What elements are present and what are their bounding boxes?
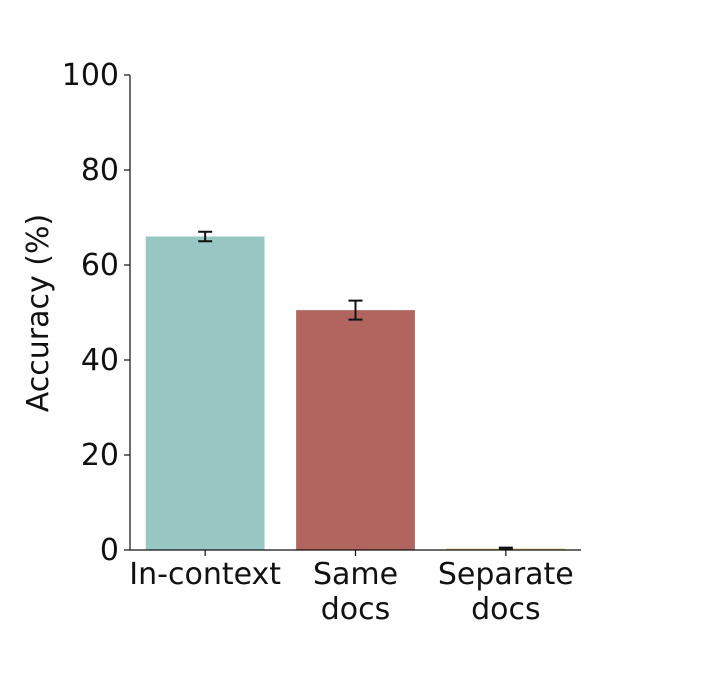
x-tick-label: docs xyxy=(471,592,541,627)
bars-layer xyxy=(145,236,566,550)
x-tick-label: In-context xyxy=(129,557,281,592)
x-tick-label: Same xyxy=(313,557,398,592)
y-axis-label: Accuracy (%) xyxy=(21,214,56,412)
y-tick-label: 80 xyxy=(81,153,119,188)
x-tick-label: docs xyxy=(321,592,391,627)
bar xyxy=(296,310,415,550)
y-tick-label: 60 xyxy=(81,248,119,283)
y-ticks-layer: 0 20 40 60 80 100 xyxy=(62,58,130,568)
bar xyxy=(145,236,265,550)
y-tick-label: 0 xyxy=(100,533,119,568)
y-tick-label: 40 xyxy=(81,343,119,378)
x-tick-label: Separate xyxy=(438,557,574,592)
y-tick-label: 100 xyxy=(62,58,119,93)
y-tick-label: 20 xyxy=(81,438,119,473)
